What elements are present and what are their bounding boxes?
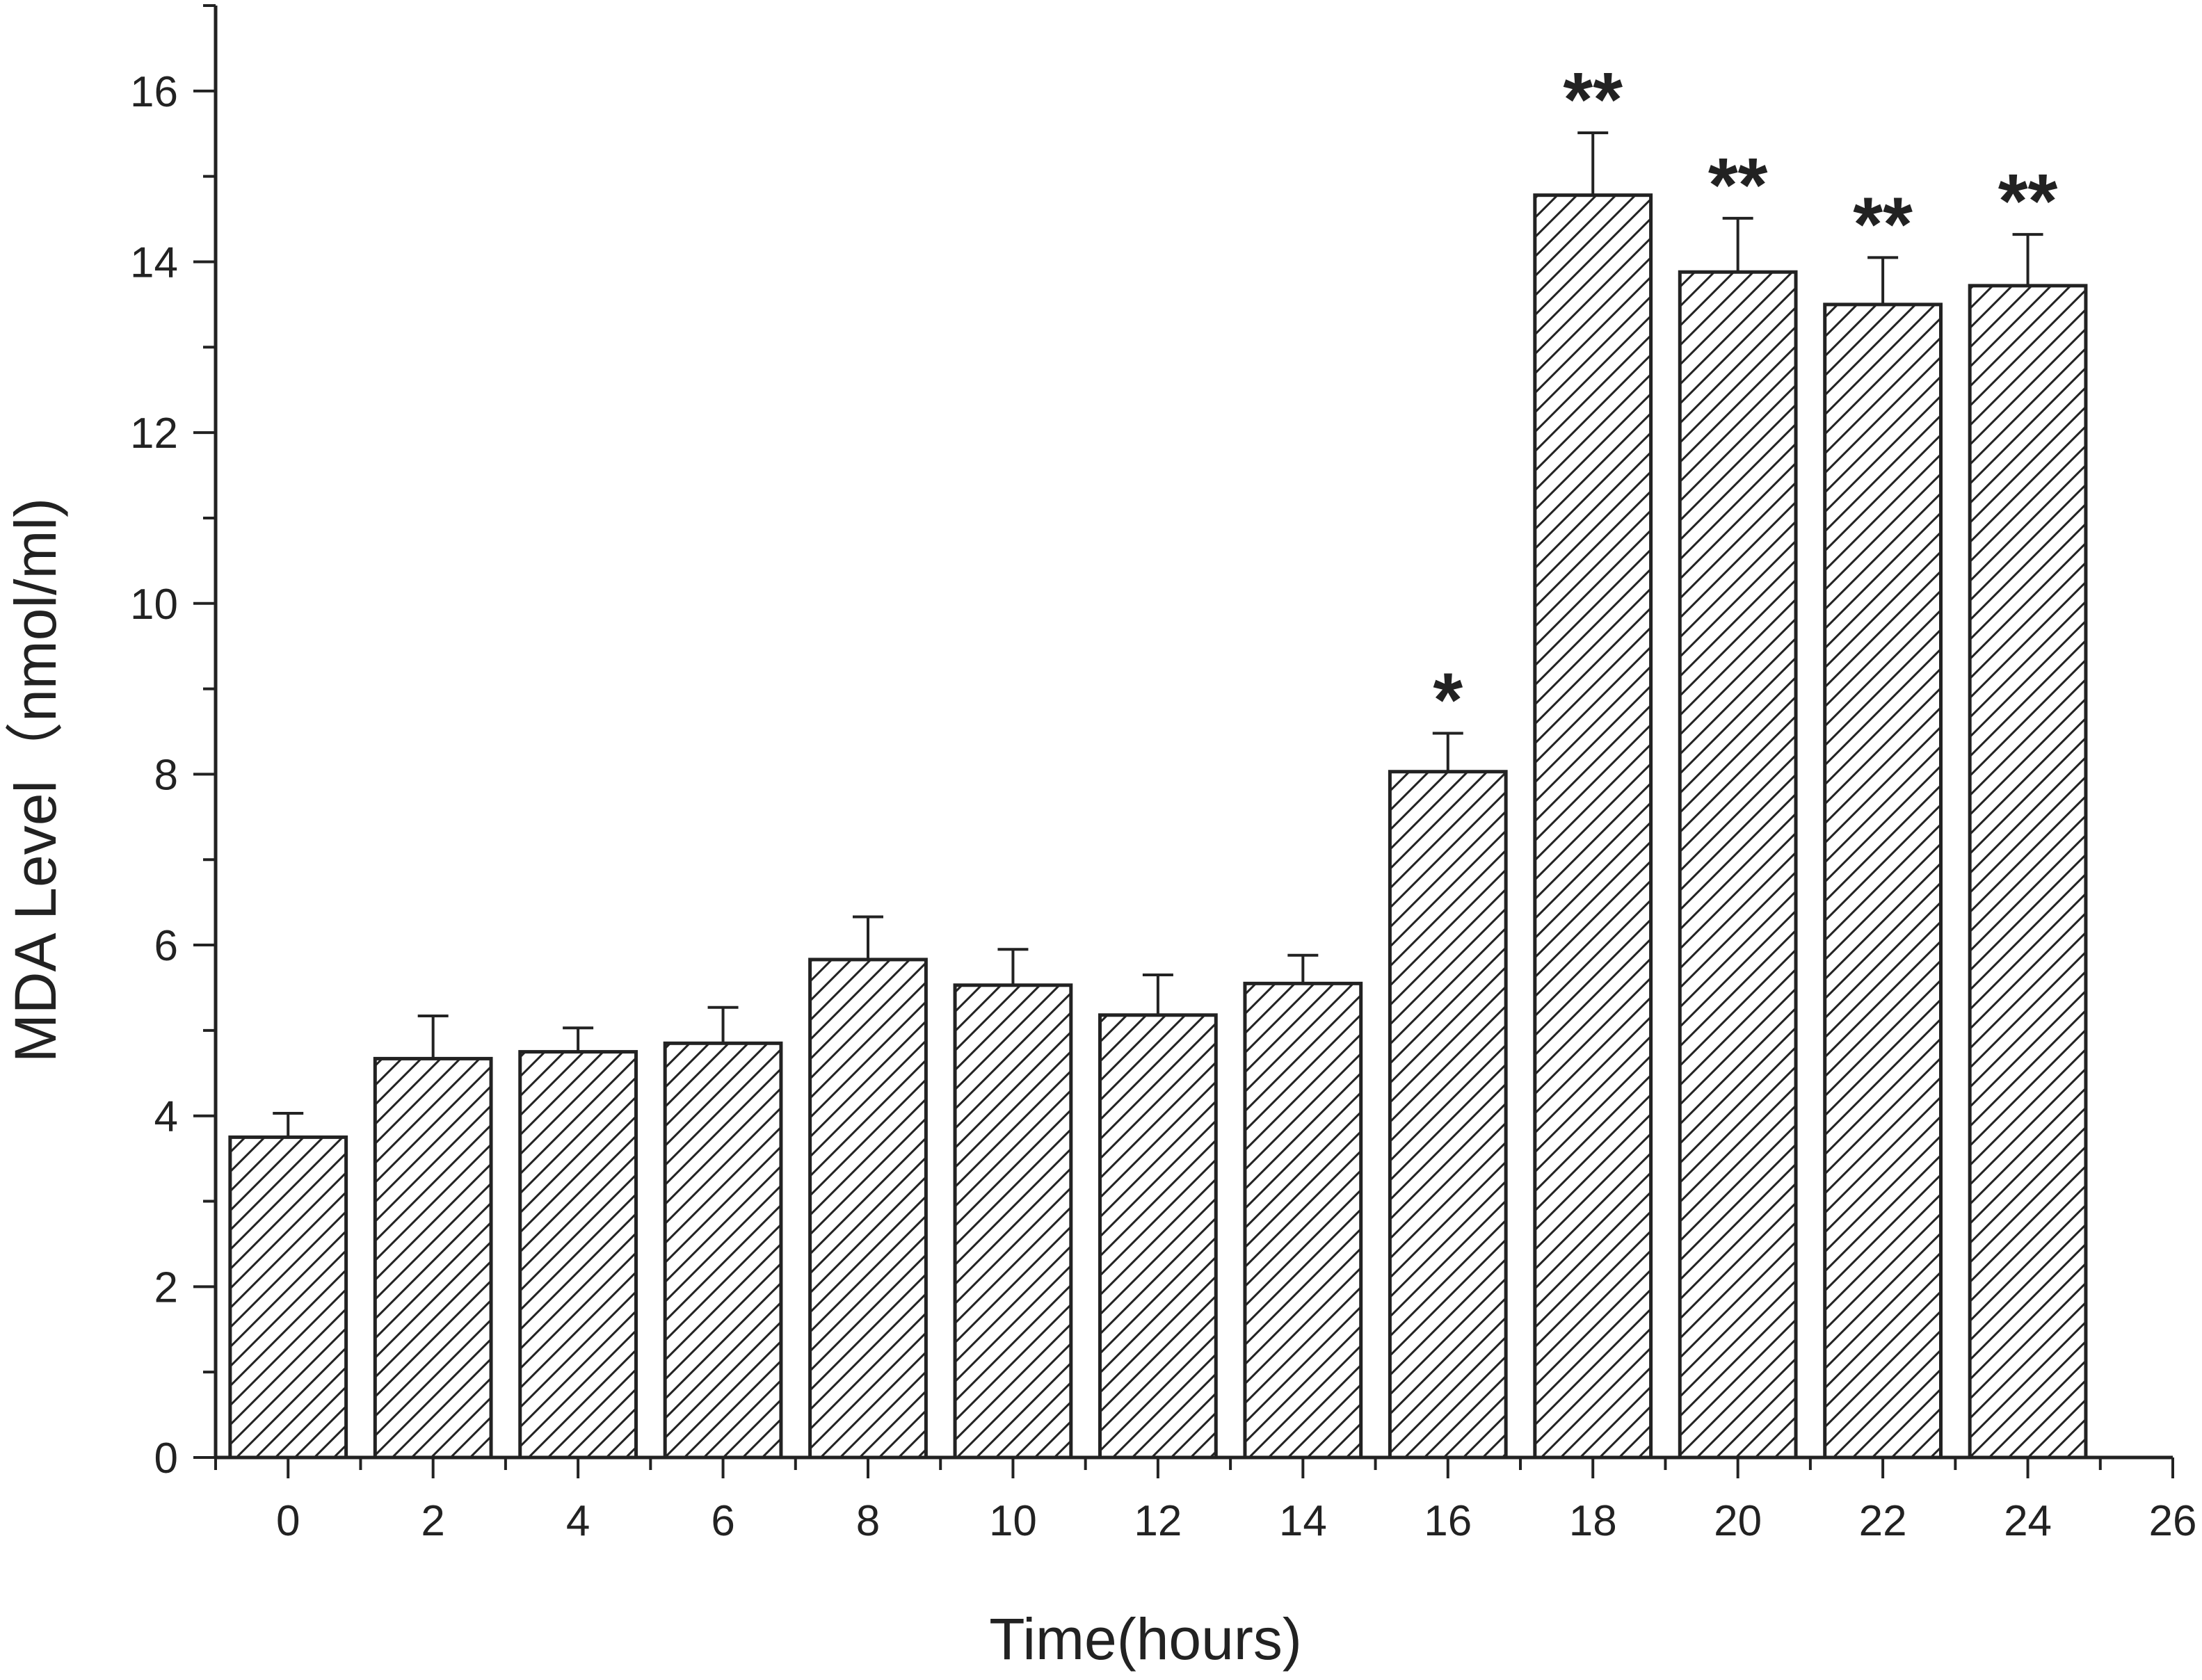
y-tick-label: 2 (154, 1263, 178, 1311)
bar-24 (1968, 284, 2088, 1460)
error-bars-group (273, 131, 2043, 1138)
bar-10 (953, 983, 1073, 1460)
x-tick-label: 16 (1424, 1497, 1472, 1545)
significance-label-24: ** (1998, 159, 2058, 244)
bar-12 (1098, 1013, 1218, 1460)
x-tick-label: 12 (1134, 1497, 1182, 1545)
y-axis-title: MDA Level（nmol/ml) (3, 498, 68, 1063)
bar-0 (228, 1135, 348, 1460)
x-tick-label: 4 (566, 1497, 590, 1545)
bar-8 (808, 958, 928, 1460)
x-tick-label: 26 (2149, 1497, 2197, 1545)
y-tick-label: 6 (154, 922, 178, 970)
x-tick-label: 10 (989, 1497, 1037, 1545)
bar-16 (1388, 770, 1508, 1460)
significance-label-18: ** (1563, 57, 1623, 143)
bar-18 (1533, 193, 1653, 1460)
x-tick-label: 20 (1714, 1497, 1762, 1545)
x-tick-label: 24 (2004, 1497, 2052, 1545)
bar-2 (373, 1056, 493, 1460)
bars-group (228, 193, 2088, 1460)
significance-labels-group: ***** ** ** (1433, 57, 2057, 743)
bar-22 (1823, 302, 1943, 1460)
x-tick-label: 6 (711, 1497, 734, 1545)
bar-14 (1243, 981, 1363, 1460)
y-tick-label: 14 (130, 239, 178, 286)
y-tick-label: 0 (154, 1435, 178, 1483)
y-tick-label: 12 (130, 410, 178, 458)
bar-4 (518, 1050, 638, 1460)
y-tick-label: 4 (154, 1093, 178, 1141)
y-tick-label: 10 (130, 581, 178, 629)
x-tick-label: 22 (1859, 1497, 1907, 1545)
bar-6 (663, 1041, 783, 1460)
y-tick-label: 8 (154, 751, 178, 799)
x-tick-label: 8 (856, 1497, 880, 1545)
x-axis-title: Time(hours) (989, 1606, 1302, 1672)
x-tick-label: 0 (276, 1497, 300, 1545)
x-tick-label: 14 (1279, 1497, 1327, 1545)
significance-label-16: * (1433, 657, 1463, 743)
x-tick-label: 2 (421, 1497, 444, 1545)
y-tick-label: 16 (130, 68, 178, 116)
significance-label-22: ** (1853, 181, 1913, 267)
bar-20 (1678, 270, 1798, 1460)
x-tick-label: 18 (1569, 1497, 1617, 1545)
significance-label-20: ** (1708, 143, 1768, 228)
